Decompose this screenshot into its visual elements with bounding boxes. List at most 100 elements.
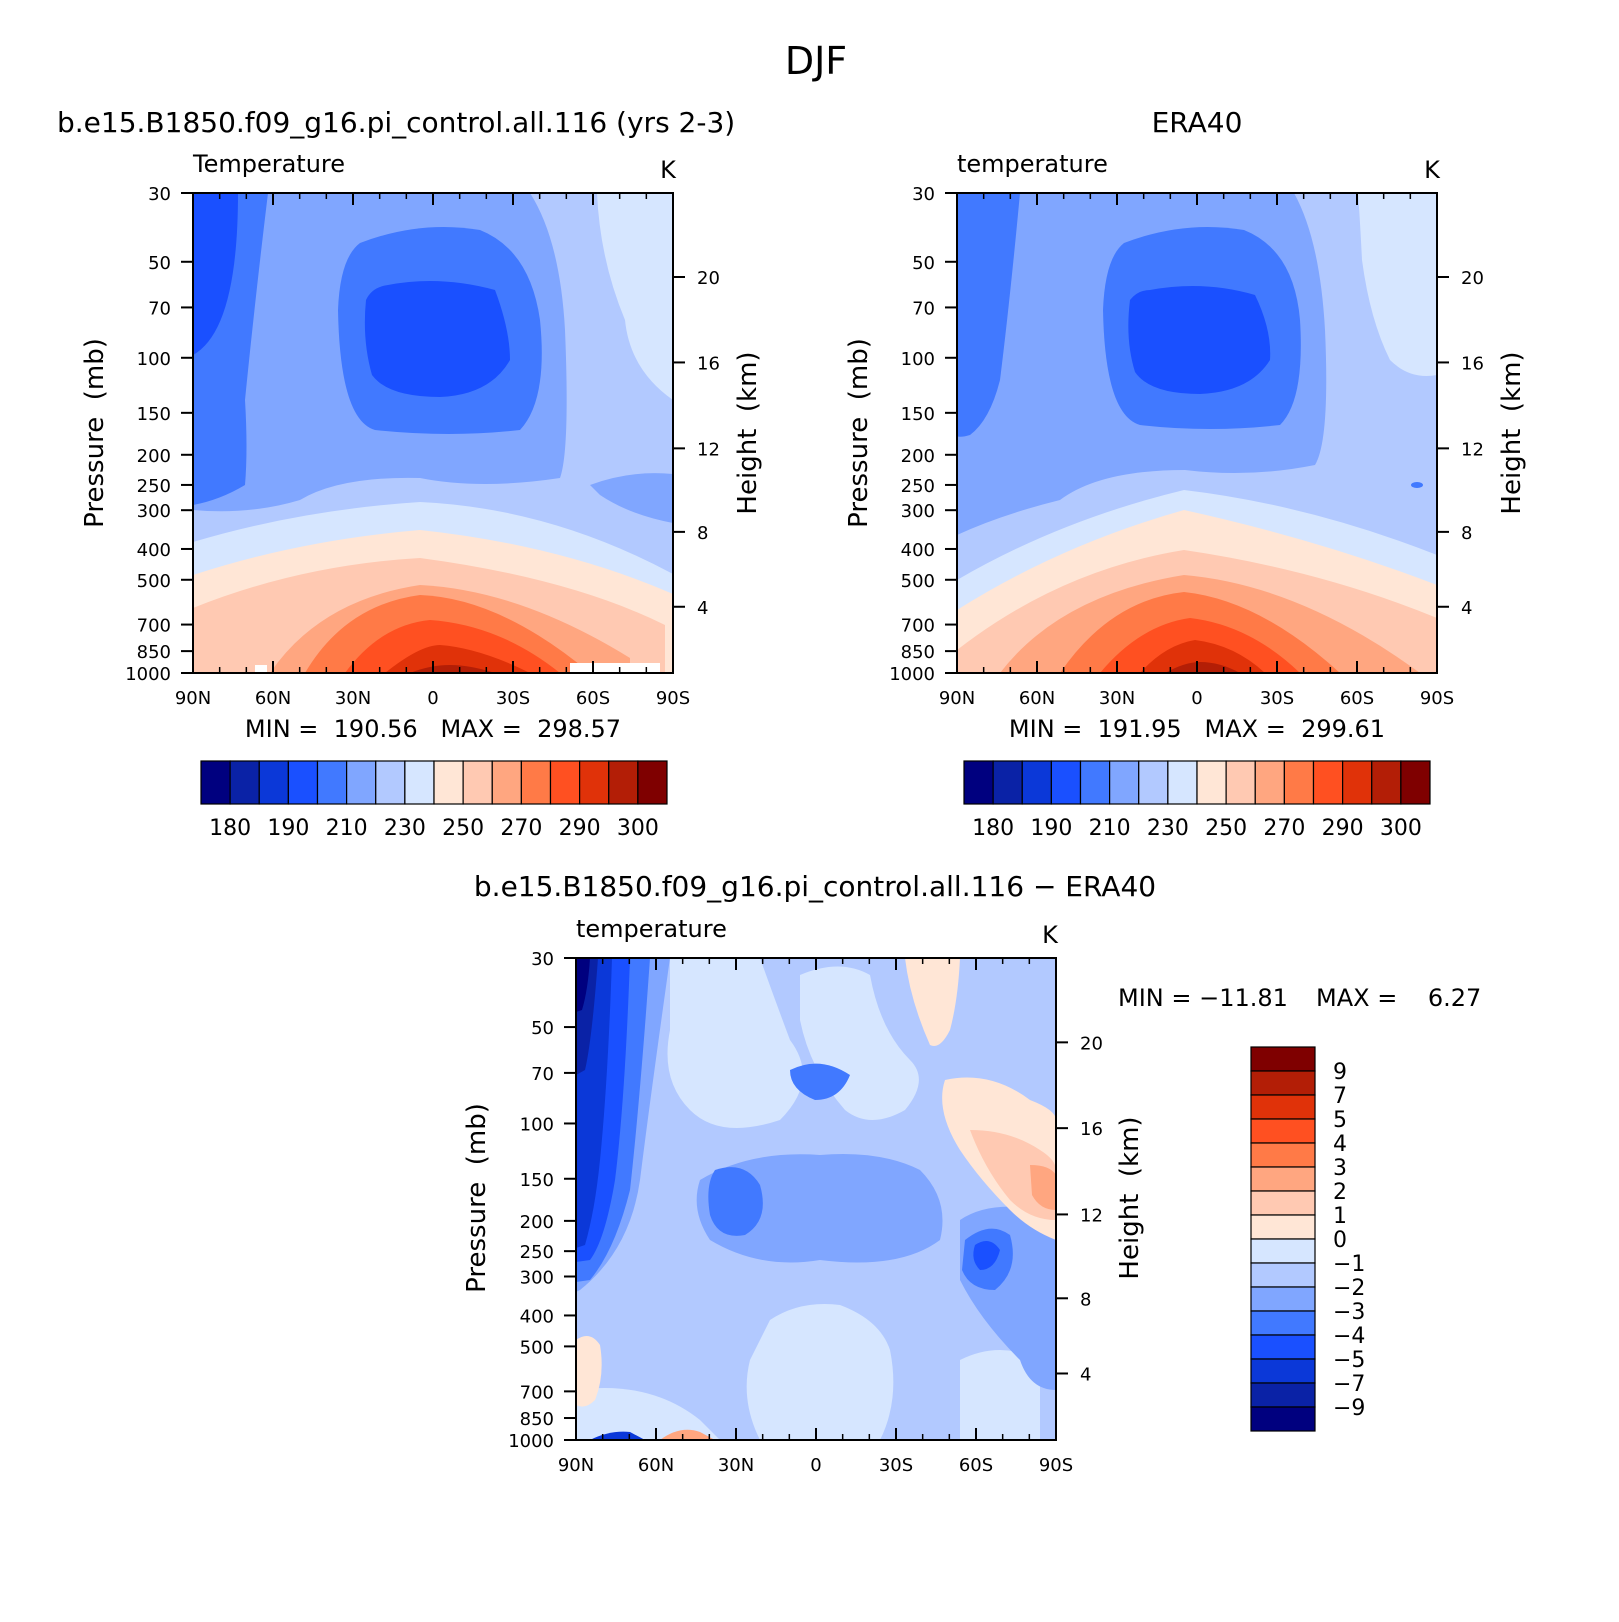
colorbar-swatch: [1250, 1310, 1316, 1336]
panel-c-contours: [576, 958, 1056, 1440]
y-tick-label: 250: [520, 1242, 554, 1263]
colorbar-swatch: [1250, 1262, 1316, 1288]
contour-fill: [957, 193, 1020, 437]
colorbar-swatch: [346, 760, 377, 805]
panel-b-title: ERA40: [1152, 106, 1243, 139]
y-tick-label: 850: [137, 642, 171, 663]
panel-b-colorbar: 180 190 210 230 250 270 290 300: [963, 760, 1431, 841]
y2-tick-label: 16: [1461, 353, 1484, 374]
colorbar-label: −1: [1333, 1252, 1365, 1277]
x-tick-label: 30N: [335, 688, 371, 709]
y-tick-label: 1000: [125, 664, 171, 685]
colorbar-label: 300: [1380, 816, 1422, 841]
y-tick-label: 50: [531, 1018, 554, 1039]
colorbar-swatch: [1250, 1094, 1316, 1120]
colorbar-label: 0: [1333, 1228, 1347, 1253]
y-tick-label: 850: [901, 642, 935, 663]
colorbar-swatch: [1400, 760, 1431, 805]
colorbar-swatch: [608, 760, 639, 805]
x-tick-label: 0: [1191, 688, 1202, 709]
panel-c-variable: temperature: [576, 915, 727, 943]
colorbar-swatch: [1250, 1190, 1316, 1216]
colorbar-label: 180: [209, 816, 251, 841]
contour-fill: [708, 1167, 763, 1236]
contour-fill: [1358, 193, 1437, 376]
x-tick-label: 30N: [1099, 688, 1135, 709]
y-tick-label: 200: [137, 446, 171, 467]
colorbar-label: 4: [1333, 1132, 1347, 1157]
panel-b-contours: [957, 193, 1437, 673]
panel-b: temperature K 90N 60N 30N 0 30S 60S 90S 30 50 70 1…: [844, 150, 1527, 841]
colorbar-label: 250: [1205, 816, 1247, 841]
colorbar-label: 210: [326, 816, 368, 841]
colorbar-swatch: [520, 760, 552, 805]
y-tick-label: 1000: [508, 1431, 554, 1452]
x-tick-label: 90N: [175, 688, 211, 709]
y-tick-label: 200: [901, 446, 935, 467]
y-tick-label: 300: [520, 1268, 554, 1289]
y-tick-label: 500: [137, 571, 171, 592]
contour-fill: [364, 281, 510, 397]
panel-c-stats-min: MIN = −11.81: [1118, 984, 1288, 1012]
panel-a-units: K: [660, 156, 677, 184]
y-tick-label: 300: [137, 501, 171, 522]
panel-c-axes: 90N 60N 30N 0 30S 60S 90S 30 50 70 100 150 200 250 300…: [508, 949, 1103, 1476]
y-tick-label: 200: [520, 1212, 554, 1233]
panel-a-axes: 90N 60N 30N 0 30S 60S 90S 30 50 70 100 150 200 250 300…: [125, 184, 720, 709]
colorbar-label: 230: [1147, 816, 1189, 841]
y-tick-label: 250: [901, 476, 935, 497]
colorbar-swatch: [287, 760, 319, 805]
colorbar-swatch: [1250, 1334, 1316, 1360]
y2-tick-label: 16: [1080, 1119, 1103, 1140]
y-tick-label: 400: [520, 1306, 554, 1327]
colorbar-label: 290: [559, 816, 601, 841]
colorbar-label: −4: [1333, 1324, 1365, 1349]
panel-a-colorbar: 180 190 210 230 250 270 290 300: [200, 760, 668, 841]
figure-title: DJF: [785, 39, 847, 83]
contour-fill: [790, 1063, 850, 1100]
x-tick-label: 60N: [255, 688, 291, 709]
x-tick-label: 30S: [879, 1455, 913, 1476]
y2-tick-label: 4: [697, 598, 708, 619]
colorbar-swatch: [433, 760, 464, 805]
colorbar-swatch: [316, 760, 348, 805]
panel-a-stats: MIN = 190.56 MAX = 298.57: [245, 715, 621, 743]
colorbar-label: 290: [1322, 816, 1364, 841]
colorbar-swatch: [1250, 1046, 1316, 1072]
y-tick-label: 100: [901, 349, 935, 370]
x-tick-label: 90S: [656, 688, 690, 709]
colorbar-swatch: [1079, 760, 1111, 805]
colorbar-swatch: [1250, 1214, 1316, 1240]
panel-b-axes: 90N 60N 30N 0 30S 60S 90S 30 50 70 100 150 200 250 300…: [889, 184, 1484, 709]
x-tick-label: 60S: [959, 1455, 993, 1476]
contour-fill: [973, 1241, 1000, 1270]
panel-a-variable: Temperature: [192, 150, 345, 178]
y2-tick-label: 16: [697, 353, 720, 374]
panel-a-title: b.e15.B1850.f09_g16.pi_control.all.116 (…: [57, 106, 735, 139]
y2-tick-label: 12: [697, 439, 720, 460]
x-tick-label: 30S: [496, 688, 530, 709]
colorbar-label: 5: [1333, 1108, 1347, 1133]
y-tick-label: 70: [148, 298, 171, 319]
y2-tick-label: 20: [697, 268, 720, 289]
contour-fill: [385, 645, 530, 673]
x-tick-label: 0: [427, 688, 438, 709]
y-tick-label: 500: [901, 571, 935, 592]
panel-c-y2label: Height (km): [1115, 1116, 1145, 1279]
colorbar-swatch: [1196, 760, 1227, 805]
colorbar-swatch: [258, 760, 289, 805]
colorbar-label: 3: [1333, 1156, 1347, 1181]
contour-fill: [576, 1336, 602, 1407]
colorbar-swatch: [491, 760, 522, 805]
y-tick-label: 400: [137, 540, 171, 561]
y-tick-label: 700: [901, 616, 935, 637]
y-tick-label: 400: [901, 540, 935, 561]
x-tick-label: 90N: [939, 688, 975, 709]
colorbar-swatch: [1138, 760, 1169, 805]
colorbar-label: 230: [384, 816, 426, 841]
x-tick-label: 90N: [558, 1455, 594, 1476]
contour-fill: [667, 958, 803, 1128]
colorbar-label: −9: [1333, 1396, 1365, 1421]
panel-a: Temperature K 90N 60N 30N 0 30S 60S 90S 30 50 70 1…: [80, 150, 763, 841]
colorbar-swatch: [1167, 760, 1198, 805]
